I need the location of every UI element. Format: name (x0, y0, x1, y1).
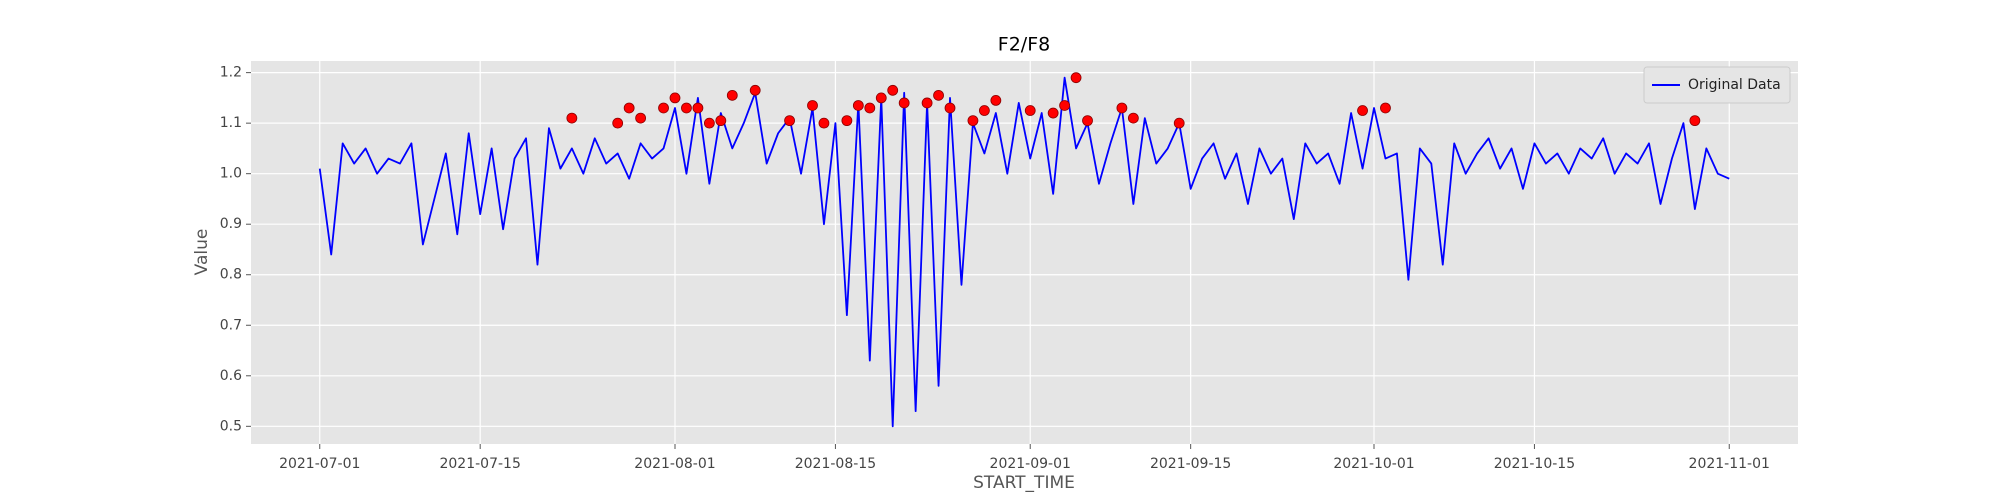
x-tick-label: 2021-07-15 (439, 456, 520, 472)
peak-point (681, 102, 692, 114)
peak-point (807, 100, 818, 111)
peak-point (875, 92, 887, 104)
peak-point (1127, 112, 1139, 124)
peak-point (1070, 72, 1082, 84)
x-tick-label: 2021-08-01 (634, 456, 715, 472)
peak-point (715, 115, 727, 127)
x-tick-label: 2021-11-01 (1689, 456, 1770, 472)
peak-point (1689, 115, 1701, 127)
peak-point (1173, 117, 1185, 129)
x-axis-label: START_TIME (973, 473, 1075, 493)
y-tick-label: 1.1 (220, 115, 242, 131)
chart-title: F2/F8 (998, 34, 1050, 56)
legend: Original Data (1643, 66, 1791, 104)
peak-point (921, 97, 933, 109)
peak-point (818, 117, 830, 129)
peak-point (658, 102, 669, 114)
peak-point (692, 102, 704, 114)
y-tick-label: 1.2 (220, 65, 242, 81)
peak-point (749, 84, 761, 96)
peak-point (703, 117, 715, 129)
peak-point (623, 102, 635, 114)
y-tick-label: 0.9 (220, 216, 242, 232)
x-tick-label: 2021-09-01 (990, 456, 1071, 472)
peak-point (1116, 102, 1128, 114)
x-tick-label: 2021-07-01 (279, 456, 360, 472)
peak-point (1380, 102, 1391, 114)
legend-label: Original Data (1688, 77, 1781, 93)
peak-point (852, 100, 864, 111)
peak-point (566, 112, 578, 124)
peak-point (898, 97, 910, 109)
plot-area (251, 61, 1798, 444)
peak-point (669, 92, 681, 104)
y-tick-label: 1.0 (220, 166, 242, 182)
peak-point (784, 115, 795, 127)
y-tick-label: 0.7 (220, 317, 242, 333)
peak-point (944, 102, 956, 114)
x-tick-label: 2021-10-15 (1494, 456, 1575, 472)
peak-point (1059, 100, 1071, 111)
x-tick-label: 2021-08-15 (795, 456, 876, 472)
peak-point (1357, 105, 1368, 116)
peak-point (978, 105, 990, 116)
peak-point (933, 89, 944, 101)
peak-point (887, 84, 899, 96)
peak-point (841, 115, 853, 127)
y-axis-label: Value (192, 229, 212, 276)
peak-point (1082, 115, 1093, 127)
peak-point (864, 102, 876, 114)
legend-box (1643, 66, 1791, 104)
data-line (318, 76, 1730, 428)
peak-point (1047, 107, 1059, 119)
peak-point (990, 95, 1002, 106)
peak-point (967, 115, 979, 127)
peak-point (726, 89, 738, 101)
peak-point (612, 117, 624, 129)
x-tick-label: 2021-10-01 (1333, 456, 1414, 472)
y-tick-label: 0.5 (220, 418, 242, 434)
y-tick-label: 0.8 (220, 267, 242, 283)
peak-point (635, 112, 647, 124)
x-tick-label: 2021-09-15 (1150, 456, 1231, 472)
peak-point (1024, 105, 1036, 116)
y-tick-label: 0.6 (220, 368, 242, 384)
